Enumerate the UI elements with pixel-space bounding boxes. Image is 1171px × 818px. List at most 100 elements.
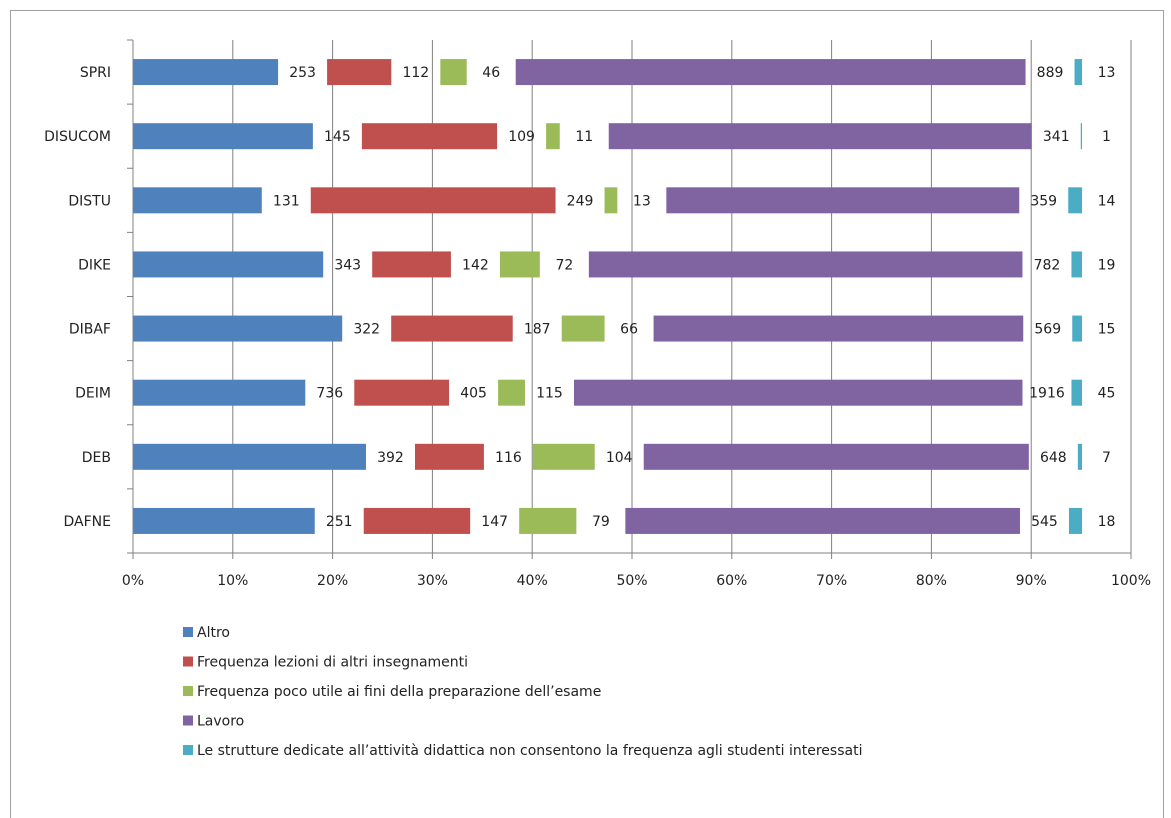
bar-DAFNE-s2 [519, 507, 577, 534]
bar-DIKE-s4 [1071, 251, 1082, 278]
data-label: 782 [1034, 257, 1061, 273]
data-label: 569 [1034, 322, 1061, 338]
bar-SPRI-s2 [440, 59, 467, 86]
bar-DIBAF-s2 [561, 315, 605, 342]
bar-DIBAF-s1 [391, 315, 513, 342]
bar-DIBAF-s3 [653, 315, 1024, 342]
x-tick-label: 0% [122, 573, 144, 589]
legend-swatch-4 [183, 745, 193, 755]
bar-DISTU-s0 [133, 187, 262, 214]
data-label: 249 [567, 193, 594, 209]
x-tick-label: 50% [616, 573, 647, 589]
bar-DISTU-s1 [310, 187, 556, 214]
data-label: 109 [508, 129, 535, 145]
category-label: DEIM [75, 386, 111, 402]
bar-DISTU-s3 [666, 187, 1020, 214]
legend-swatch-0 [183, 627, 193, 637]
category-label: DEB [82, 450, 111, 466]
bar-DEB-s1 [414, 443, 484, 470]
x-tick-label: 100% [1111, 573, 1151, 589]
bar-DISUCOM-s0 [133, 123, 313, 150]
data-label: 343 [334, 257, 361, 273]
data-label: 889 [1037, 65, 1064, 81]
x-tick-label: 10% [217, 573, 248, 589]
legend-label: Frequenza poco utile ai fini della prepa… [197, 684, 601, 700]
data-label: 187 [524, 322, 551, 338]
data-label: 15 [1098, 322, 1116, 338]
data-label: 736 [316, 386, 343, 402]
x-tick-label: 90% [1016, 573, 1047, 589]
data-label: 46 [482, 65, 500, 81]
legend: Altro Frequenza lezioni di altri insegnam… [183, 625, 862, 759]
data-label: 13 [1098, 65, 1116, 81]
data-labels: 253 112 46 889 13 145 109 11 341 1 131 249 13 359 14 34… [273, 65, 1116, 530]
legend-label: Frequenza lezioni di altri insegnamenti [197, 655, 468, 671]
legend-swatch-1 [183, 656, 193, 667]
data-label: 13 [633, 193, 651, 209]
bar-DISUCOM-s4 [1080, 123, 1082, 150]
bars [133, 59, 1082, 534]
bar-DEIM-s0 [133, 379, 306, 406]
category-label: DAFNE [64, 514, 111, 530]
data-label: 116 [495, 450, 522, 466]
data-label: 131 [273, 193, 300, 209]
bar-DISTU-s4 [1068, 187, 1082, 214]
bar-DEB-s4 [1077, 443, 1082, 470]
legend-label: Le strutture dedicate all’attività didat… [197, 743, 862, 759]
data-label: 18 [1098, 514, 1116, 530]
bar-DISTU-s2 [604, 187, 618, 214]
bar-DIKE-s3 [588, 251, 1023, 278]
category-label: DIKE [78, 257, 111, 273]
data-label: 545 [1031, 514, 1058, 530]
legend-swatch-2 [183, 686, 193, 696]
bar-DEB-s3 [643, 443, 1029, 470]
category-label: SPRI [80, 65, 111, 81]
data-label: 7 [1102, 450, 1111, 466]
data-label: 72 [555, 257, 573, 273]
x-tick-label: 40% [517, 573, 548, 589]
data-label: 405 [460, 386, 487, 402]
legend-label: Altro [197, 625, 230, 641]
data-label: 145 [324, 129, 351, 145]
bar-SPRI-s0 [133, 59, 279, 86]
x-tick-label: 60% [716, 573, 747, 589]
bar-DAFNE-s3 [625, 507, 1020, 534]
chart-frame [10, 10, 1164, 818]
bar-DIBAF-s0 [133, 315, 343, 342]
gridlines [232, 40, 1132, 553]
bar-DEB-s0 [133, 443, 366, 470]
data-label: 1 [1102, 129, 1111, 145]
bar-DEIM-s2 [498, 379, 525, 406]
x-tick-label: 80% [916, 573, 947, 589]
data-label: 253 [289, 65, 316, 81]
bar-SPRI-s4 [1074, 59, 1082, 86]
bar-DIBAF-s4 [1072, 315, 1082, 342]
bar-DEIM-s3 [573, 379, 1023, 406]
x-tick-label: 20% [317, 573, 348, 589]
legend-label: Lavoro [197, 714, 244, 730]
data-label: 11 [575, 129, 593, 145]
bar-DEIM-s4 [1071, 379, 1082, 406]
data-label: 341 [1043, 129, 1070, 145]
legend-swatch-3 [183, 715, 193, 726]
data-label: 19 [1098, 257, 1116, 273]
data-label: 359 [1030, 193, 1057, 209]
bar-DEB-s2 [532, 443, 595, 470]
bar-DEIM-s1 [354, 379, 450, 406]
data-label: 322 [353, 322, 380, 338]
bar-DISUCOM-s3 [608, 123, 1032, 150]
bar-DISUCOM-s1 [361, 123, 498, 150]
category-label: DIBAF [69, 322, 111, 338]
x-tick-label: 30% [417, 573, 448, 589]
bar-SPRI-s1 [327, 59, 392, 86]
data-label: 45 [1098, 386, 1116, 402]
x-tick-label: 70% [816, 573, 847, 589]
bar-DAFNE-s0 [133, 507, 315, 534]
data-label: 251 [326, 514, 353, 530]
bar-DAFNE-s1 [363, 507, 471, 534]
data-label: 79 [592, 514, 610, 530]
data-label: 142 [462, 257, 489, 273]
data-label: 147 [481, 514, 508, 530]
data-label: 112 [402, 65, 429, 81]
